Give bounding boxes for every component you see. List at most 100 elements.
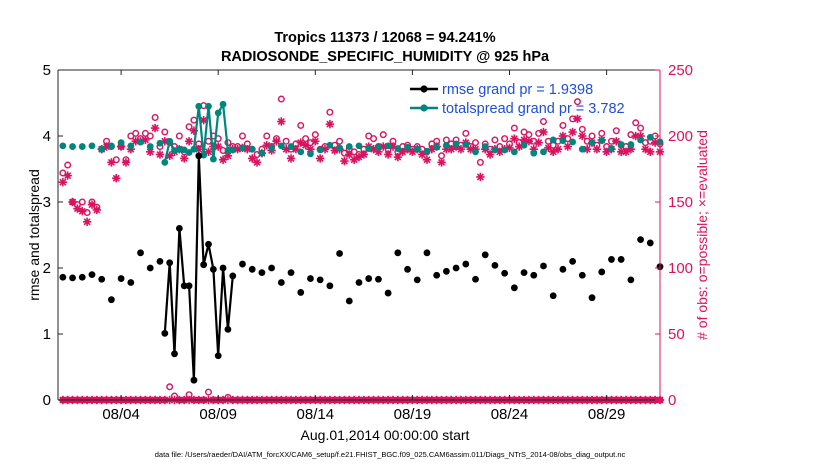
y-left-tick-label: 2 — [43, 260, 51, 277]
obs-possible-marker — [103, 137, 111, 145]
totalspread-point — [608, 145, 615, 152]
obs-possible-marker — [496, 143, 504, 151]
totalspread-point — [520, 141, 528, 149]
totalspread-point — [108, 142, 115, 150]
obs-possible-marker — [559, 121, 567, 129]
obs-possible-marker — [612, 127, 620, 135]
totalspread-point — [413, 145, 421, 153]
rmse-point — [442, 267, 450, 275]
rmse-point — [69, 274, 76, 282]
obs-evaluated-marker — [563, 142, 572, 151]
obs-evaluated-marker — [340, 156, 349, 166]
rmse-point — [520, 269, 528, 277]
totalspread-point — [481, 143, 489, 150]
rmse-point — [175, 225, 183, 232]
obs-evaluated-stroke — [394, 153, 402, 161]
obs-possible-marker — [340, 149, 348, 157]
y-left-tick-label: 4 — [43, 128, 51, 145]
obs-evaluated-stroke — [535, 139, 543, 147]
totalspread-point — [297, 148, 305, 156]
obs-possible-marker — [93, 203, 101, 211]
totalspread-point — [510, 148, 518, 156]
totalspread-point — [268, 144, 276, 152]
totalspread-point — [345, 143, 353, 150]
obs-evaluated-stroke — [326, 120, 334, 128]
axes-layer: 08/04 08/09 08/14 08/19 08/24 08/290123450501… — [43, 62, 693, 423]
obs-evaluated-stroke — [64, 172, 72, 180]
obs-evaluated-stroke — [214, 143, 222, 151]
obs-evaluated-stroke — [641, 145, 649, 153]
totalspread-point — [88, 142, 96, 150]
obs-possible-marker — [573, 98, 581, 106]
totalspread-point — [501, 146, 509, 154]
obs-evaluated-marker — [155, 150, 165, 159]
obs-possible-marker — [588, 132, 596, 140]
totalspread-point — [578, 145, 586, 153]
obs-possible-marker — [277, 95, 285, 103]
rmse-point — [501, 269, 509, 277]
obs-evaluated-marker — [252, 158, 262, 167]
rmse-point — [316, 276, 324, 284]
rmse-point — [287, 269, 295, 277]
obs-possible-marker — [59, 169, 67, 177]
obs-evaluated-stroke — [583, 145, 591, 153]
rmse-point — [433, 271, 441, 279]
obs-evaluated-stroke — [156, 150, 164, 159]
obs-evaluated-stroke — [112, 174, 120, 182]
totalspread-point — [646, 133, 654, 141]
obs-evaluated-stroke — [476, 173, 484, 181]
obs-evaluated-stroke — [486, 150, 494, 159]
legend-spread-label: totalspread grand pr = 3.782 — [442, 101, 625, 117]
rmse-point — [248, 265, 256, 273]
obs-possible-marker — [506, 140, 514, 148]
chart-title-line1: Tropics 11373 / 12068 = 94.241% — [274, 30, 495, 46]
totalspread-point — [214, 109, 222, 117]
rmse-point — [180, 282, 188, 290]
rmse-point — [205, 240, 212, 248]
obs-evaluated-marker — [510, 134, 519, 143]
rmse-point — [588, 294, 596, 302]
obs-evaluated-marker — [476, 172, 485, 182]
obs-evaluated-marker — [82, 217, 92, 226]
obs-possible-marker — [326, 108, 334, 116]
totalspread-point — [248, 145, 256, 153]
rmse-point — [239, 260, 246, 268]
y-left-tick-label: 1 — [43, 326, 51, 343]
totalspread-point — [384, 142, 392, 150]
rmse-point — [394, 249, 402, 257]
obs-evaluated-stroke — [569, 128, 577, 136]
obs-possible-marker — [297, 121, 305, 129]
obs-possible-marker — [632, 119, 640, 127]
y-right-tick-label: 50 — [668, 326, 685, 343]
totalspread-point — [462, 141, 470, 148]
rmse-point — [268, 264, 276, 272]
obs-possible-marker — [462, 129, 470, 137]
totalspread-point — [190, 145, 198, 153]
totalspread-point — [365, 145, 373, 152]
rmse-point — [491, 261, 499, 269]
rmse-point — [404, 265, 411, 273]
obs-possible-marker — [83, 209, 91, 217]
rmse-point — [549, 292, 557, 300]
obs-possible-marker — [627, 131, 635, 139]
totalspread-point — [569, 138, 577, 146]
x-tick-label: 08/09 — [199, 406, 237, 423]
rmse-point — [146, 264, 154, 272]
rmse-point — [530, 271, 538, 279]
obs-possible-marker — [438, 152, 446, 160]
rmse-point — [510, 284, 518, 292]
obs-evaluated-marker — [646, 147, 655, 157]
totalspread-point — [336, 144, 343, 152]
obs-evaluated-stroke — [437, 158, 446, 166]
totalspread-point — [423, 147, 431, 155]
obs-evaluated-stroke — [287, 154, 295, 162]
totalspread-point — [491, 146, 499, 154]
rmse-point — [156, 258, 164, 265]
obs-possible-marker — [355, 150, 363, 158]
legend-rmse-label: rmse grand pr = 1.9398 — [442, 82, 593, 98]
obs-possible-marker — [472, 139, 480, 147]
rmse-point — [336, 250, 343, 257]
totalspread-point — [277, 142, 285, 150]
totalspread-point — [549, 136, 557, 144]
obs-evaluated-stroke — [277, 117, 285, 126]
